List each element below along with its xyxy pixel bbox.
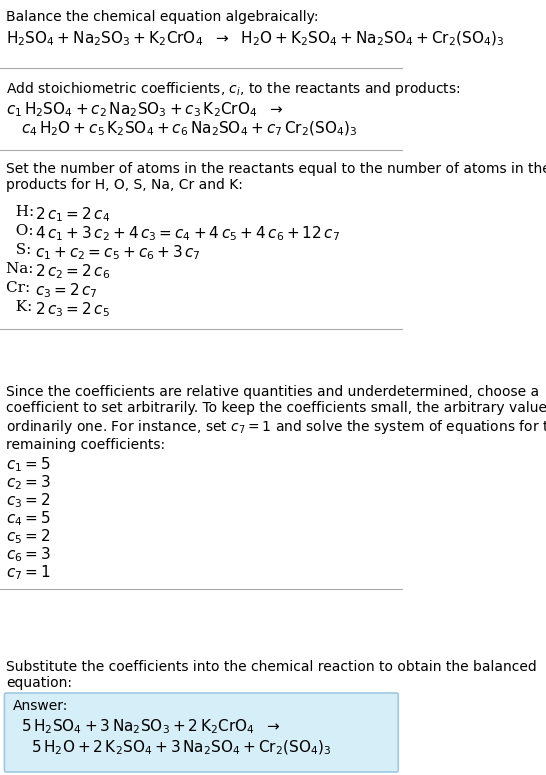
Text: $\mathregular{H_2SO_4 + Na_2SO_3 + K_2CrO_4}$  $\rightarrow$  $\mathregular{H_2O: $\mathregular{H_2SO_4 + Na_2SO_3 + K_2Cr… <box>6 30 505 48</box>
Text: $4\,c_1 + 3\,c_2 + 4\,c_3 = c_4 + 4\,c_5 + 4\,c_6 + 12\,c_7$: $4\,c_1 + 3\,c_2 + 4\,c_3 = c_4 + 4\,c_5… <box>35 224 341 243</box>
Text: $c_4 = 5$: $c_4 = 5$ <box>6 509 51 528</box>
Text: S:: S: <box>6 243 36 257</box>
Text: O:: O: <box>6 224 38 238</box>
Text: Balance the chemical equation algebraically:: Balance the chemical equation algebraica… <box>6 10 318 24</box>
Text: $2\,c_1 = 2\,c_4$: $2\,c_1 = 2\,c_4$ <box>35 205 111 224</box>
FancyBboxPatch shape <box>4 693 398 772</box>
Text: K:: K: <box>6 300 37 314</box>
Text: Cr:: Cr: <box>6 281 35 295</box>
Text: Answer:: Answer: <box>13 699 69 713</box>
Text: Since the coefficients are relative quantities and underdetermined, choose a
coe: Since the coefficients are relative quan… <box>6 385 546 452</box>
Text: $2\,c_3 = 2\,c_5$: $2\,c_3 = 2\,c_5$ <box>35 300 110 319</box>
Text: Set the number of atoms in the reactants equal to the number of atoms in the
pro: Set the number of atoms in the reactants… <box>6 162 546 192</box>
Text: $c_1 = 5$: $c_1 = 5$ <box>6 455 51 474</box>
Text: Na:: Na: <box>6 262 38 276</box>
Text: $c_7 = 1$: $c_7 = 1$ <box>6 563 50 582</box>
Text: $c_1 + c_2 = c_5 + c_6 + 3\,c_7$: $c_1 + c_2 = c_5 + c_6 + 3\,c_7$ <box>35 243 201 262</box>
Text: $5\,\mathregular{H_2O} + 2\,\mathregular{K_2SO_4} + 3\,\mathregular{Na_2SO_4} + : $5\,\mathregular{H_2O} + 2\,\mathregular… <box>31 739 331 757</box>
Text: Substitute the coefficients into the chemical reaction to obtain the balanced
eq: Substitute the coefficients into the che… <box>6 660 537 691</box>
Text: Add stoichiometric coefficients, $c_i$, to the reactants and products:: Add stoichiometric coefficients, $c_i$, … <box>6 80 460 98</box>
Text: $c_5 = 2$: $c_5 = 2$ <box>6 527 50 546</box>
Text: $5\,\mathregular{H_2SO_4} + 3\,\mathregular{Na_2SO_3} + 2\,\mathregular{K_2CrO_4: $5\,\mathregular{H_2SO_4} + 3\,\mathregu… <box>21 717 280 735</box>
Text: $c_2 = 3$: $c_2 = 3$ <box>6 473 51 491</box>
Text: H:: H: <box>6 205 39 219</box>
Text: $c_3 = 2\,c_7$: $c_3 = 2\,c_7$ <box>35 281 98 300</box>
Text: $c_6 = 3$: $c_6 = 3$ <box>6 545 51 563</box>
Text: $2\,c_2 = 2\,c_6$: $2\,c_2 = 2\,c_6$ <box>35 262 111 281</box>
Text: $c_4\,\mathregular{H_2O} + c_5\,\mathregular{K_2SO_4} + c_6\,\mathregular{Na_2SO: $c_4\,\mathregular{H_2O} + c_5\,\mathreg… <box>21 120 357 139</box>
Text: $c_3 = 2$: $c_3 = 2$ <box>6 491 50 510</box>
Text: $c_1\,\mathregular{H_2SO_4} + c_2\,\mathregular{Na_2SO_3} + c_3\,\mathregular{K_: $c_1\,\mathregular{H_2SO_4} + c_2\,\math… <box>6 100 283 119</box>
